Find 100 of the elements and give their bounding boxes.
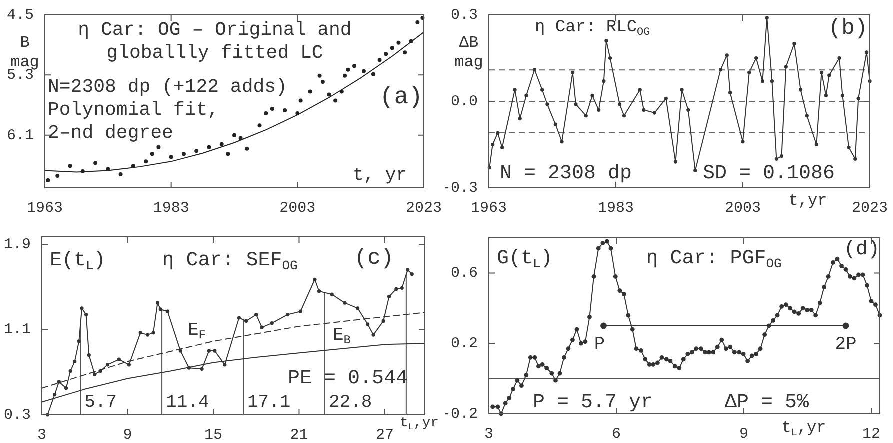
y-tick-label: 1.9 xyxy=(4,236,31,254)
point xyxy=(270,322,274,326)
annotation: (a) xyxy=(380,84,424,112)
point xyxy=(317,290,322,294)
x-tick-label: 2023 xyxy=(406,200,442,217)
point xyxy=(64,386,68,390)
point xyxy=(117,358,121,362)
point xyxy=(382,319,386,324)
point xyxy=(396,40,401,45)
annotation: (d) xyxy=(844,238,880,262)
point xyxy=(207,349,212,353)
ref-line-label: 5.7 xyxy=(84,392,117,413)
point xyxy=(238,136,243,140)
x-tick-label: 3 xyxy=(484,426,494,443)
point xyxy=(80,169,85,174)
annotation: ΔP = 5% xyxy=(725,391,810,414)
point xyxy=(378,58,382,62)
point xyxy=(77,340,81,344)
point xyxy=(131,164,136,168)
x-tick-label: 6 xyxy=(612,426,622,443)
point xyxy=(313,278,317,282)
ref-line-label: 17.1 xyxy=(248,392,291,413)
point xyxy=(158,308,162,312)
x-tick-label: 9 xyxy=(123,426,132,443)
point xyxy=(384,52,388,56)
point xyxy=(244,319,248,324)
point xyxy=(106,363,110,367)
point xyxy=(84,313,88,317)
point xyxy=(372,333,376,337)
x-tick-label: 12 xyxy=(862,426,881,443)
point xyxy=(270,107,274,112)
point xyxy=(187,366,191,370)
point xyxy=(245,146,250,151)
x-axis-title: t,yr xyxy=(788,192,828,210)
x-tick-label: 2023 xyxy=(852,200,888,217)
annotation: N=2308 dp (+122 adds) xyxy=(48,76,288,98)
point xyxy=(343,74,348,78)
annotation: Polynomial fit, xyxy=(48,99,220,122)
point xyxy=(254,313,258,317)
point xyxy=(169,155,174,160)
x-tick-label: 1983 xyxy=(598,200,634,217)
point xyxy=(106,167,110,172)
point xyxy=(226,152,230,156)
point xyxy=(258,124,262,128)
point xyxy=(340,90,344,94)
x-tick-label: 3 xyxy=(37,426,47,443)
point xyxy=(416,20,420,25)
point xyxy=(98,370,102,374)
point xyxy=(237,316,242,320)
y-tick-label: 1.1 xyxy=(4,322,31,339)
ref-line-label: 11.4 xyxy=(166,392,210,413)
point xyxy=(200,367,204,371)
point xyxy=(87,354,91,358)
point xyxy=(56,174,60,178)
annotation: P = 5.7 yr xyxy=(533,391,654,414)
point xyxy=(182,152,186,156)
point xyxy=(371,72,376,76)
point xyxy=(296,112,300,116)
point xyxy=(308,90,312,94)
point xyxy=(400,286,404,290)
point xyxy=(80,306,84,310)
point xyxy=(298,310,302,314)
point xyxy=(146,333,150,337)
y-tick-label: 0.2 xyxy=(450,336,478,353)
annotation: 2–nd degree xyxy=(48,122,174,144)
point xyxy=(409,39,414,44)
x-tick-label: 9 xyxy=(739,426,749,443)
point xyxy=(144,160,148,164)
point xyxy=(320,80,325,84)
point xyxy=(394,287,398,292)
point xyxy=(156,301,160,305)
point xyxy=(213,349,217,353)
ref-line-label: 22.8 xyxy=(328,392,372,413)
y-tick-label: 4.5 xyxy=(6,6,34,24)
point xyxy=(356,306,360,310)
point xyxy=(138,331,142,335)
point xyxy=(390,46,394,50)
point xyxy=(260,326,264,330)
x-tick-label: 2003 xyxy=(280,200,316,217)
point xyxy=(334,98,338,103)
y-tick-label: 0.0 xyxy=(450,93,478,110)
y-tick-label: 0.3 xyxy=(450,6,478,24)
point xyxy=(327,92,332,97)
point xyxy=(318,74,322,78)
point xyxy=(152,331,156,335)
x-tick-label: 15 xyxy=(204,426,222,443)
point xyxy=(53,392,57,397)
point xyxy=(362,69,366,74)
point xyxy=(166,310,170,314)
x-tick-label: 2003 xyxy=(724,200,762,217)
annotation: P xyxy=(594,334,606,355)
x-tick-label: 27 xyxy=(376,426,394,443)
point xyxy=(150,152,154,156)
y-tick-label: 0.3 xyxy=(4,406,31,424)
point xyxy=(387,294,392,298)
point xyxy=(403,50,408,55)
point xyxy=(264,112,268,116)
x-tick-label: 21 xyxy=(290,426,308,443)
point xyxy=(283,108,288,113)
point xyxy=(127,363,131,367)
